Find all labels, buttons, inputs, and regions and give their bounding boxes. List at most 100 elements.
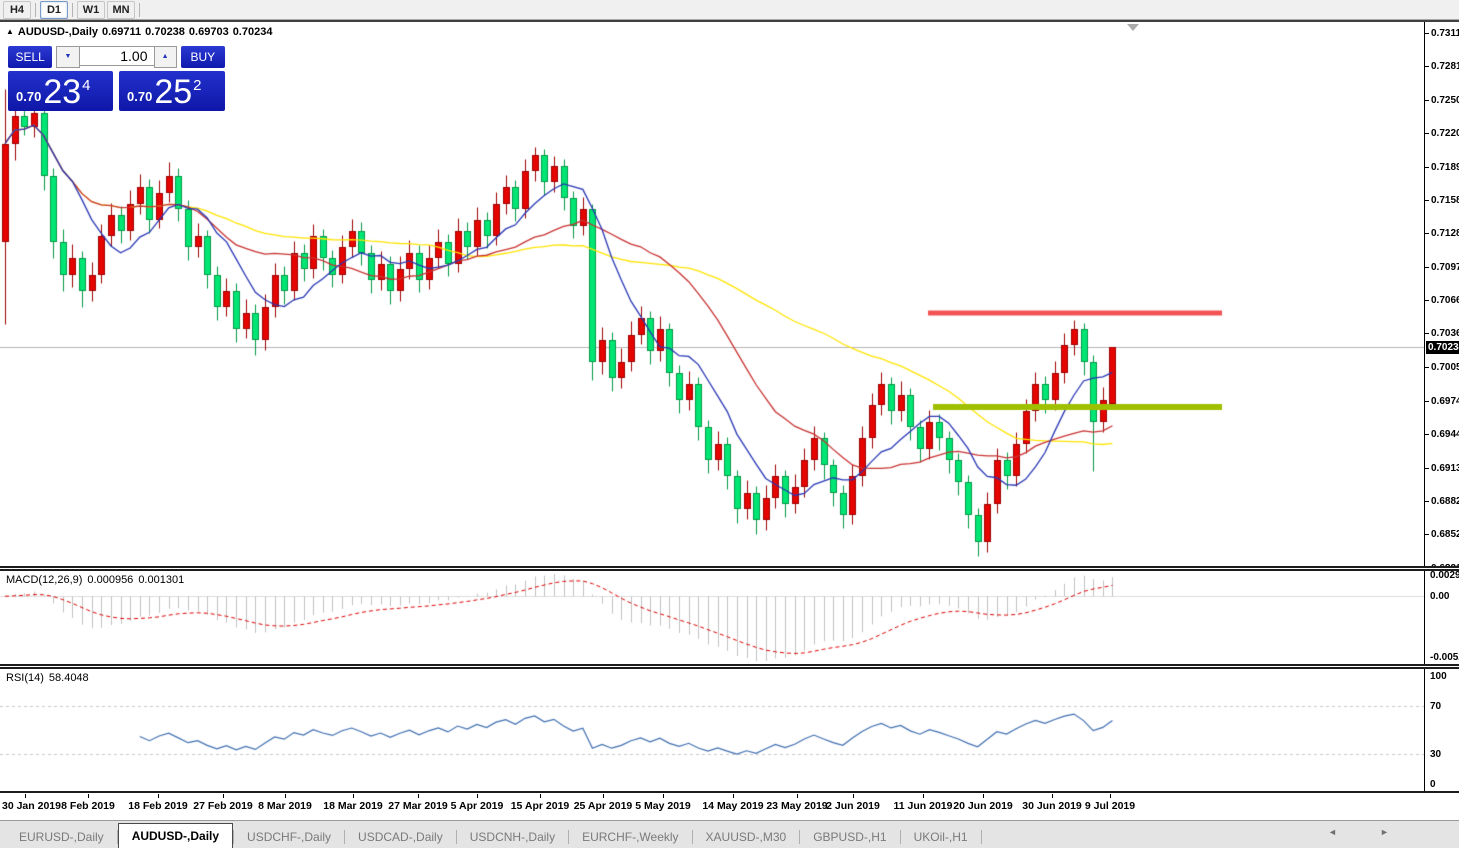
rsi-panel-canvas[interactable] — [0, 669, 1424, 791]
panel-splitter[interactable] — [0, 566, 1459, 571]
price-axis-tick — [1425, 333, 1429, 334]
sell-price-button[interactable]: 0.70 23 4 — [8, 71, 113, 111]
expand-triangle-icon[interactable]: ▲ — [6, 27, 14, 36]
chart-tab-eurchf-weekly[interactable]: EURCHF-,Weekly — [582, 830, 679, 844]
volume-increase-button[interactable]: ▲ — [153, 46, 177, 68]
sell-price-sup: 4 — [82, 77, 91, 94]
chart-tab-xauusd-m30[interactable]: XAUUSD-,M30 — [705, 830, 787, 844]
panel-splitter[interactable] — [0, 664, 1459, 669]
timeframe-button-mn[interactable]: MN — [107, 0, 135, 19]
price-axis-tick — [1425, 167, 1429, 168]
macd-axis-max: 0.002984 — [1430, 570, 1459, 581]
price-axis-tick — [1425, 267, 1429, 268]
toolbar-separator — [35, 2, 36, 17]
time-axis-date-label: 8 Mar 2019 — [258, 800, 312, 812]
rsi-axis-30: 30 — [1430, 748, 1442, 760]
timeframe-button-h4[interactable]: H4 — [3, 0, 31, 19]
ohlc-high: 0.70238 — [145, 26, 185, 38]
price-axis-tick-label: 0.71585 — [1431, 195, 1459, 206]
tab-separator — [344, 830, 346, 844]
tab-separator — [691, 830, 693, 844]
tab-separator — [980, 830, 982, 844]
price-axis-tick — [1425, 367, 1429, 368]
price-axis-tick-label: 0.73115 — [1431, 28, 1459, 39]
rsi-label: RSI(14) 58.4048 — [6, 672, 89, 684]
chart-shift-marker-icon[interactable] — [1127, 24, 1139, 31]
sell-button[interactable]: SELL — [8, 46, 53, 68]
time-axis-date-label: 8 Feb 2019 — [61, 800, 115, 812]
chart-tab-usdchf-daily[interactable]: USDCHF-,Daily — [247, 830, 332, 844]
ohlc-open: 0.69711 — [102, 26, 142, 38]
ohlc-close: 0.70234 — [232, 26, 273, 38]
price-axis-tick — [1425, 100, 1429, 101]
main-chart-canvas[interactable] — [0, 22, 1424, 568]
tab-separator — [799, 830, 801, 844]
tab-scroll-right-icon[interactable]: ► — [1380, 827, 1389, 837]
time-axis-date-label: 5 Apr 2019 — [450, 800, 504, 812]
price-axis-tick — [1425, 401, 1429, 402]
chart-tab-bar: EURUSD-,Daily AUDUSD-,Daily USDCHF-,Daily U… — [0, 820, 1459, 848]
time-axis-date-label: 15 Apr 2019 — [510, 800, 570, 812]
price-axis-tick — [1425, 534, 1429, 535]
price-axis-tick — [1425, 66, 1429, 67]
toolbar-separator — [72, 2, 73, 17]
time-axis-tick — [663, 794, 664, 798]
buy-price-button[interactable]: 0.70 25 2 — [119, 71, 225, 111]
buy-price-prefix: 0.70 — [127, 89, 153, 104]
time-axis-tick — [603, 794, 604, 798]
rsi-axis-70: 70 — [1430, 701, 1442, 713]
tab-scroll-left-icon[interactable]: ◄ — [1328, 827, 1337, 837]
price-axis-tick — [1425, 434, 1429, 435]
price-axis-tick — [1425, 501, 1429, 502]
time-axis-tick — [733, 794, 734, 798]
price-axis-tick-label: 0.70665 — [1431, 295, 1459, 306]
time-axis-tick — [983, 794, 984, 798]
time-axis-date-label: 2 Jun 2019 — [826, 800, 880, 812]
chart-tab-eurusd-daily[interactable]: EURUSD-,Daily — [19, 830, 104, 844]
chart-tab-usdcnh-daily[interactable]: USDCNH-,Daily — [469, 830, 556, 844]
time-axis-date-label: 18 Mar 2019 — [323, 800, 383, 812]
chart-tab-usdcad-daily[interactable]: USDCAD-,Daily — [358, 830, 443, 844]
macd-axis-zero: 0.00 — [1430, 590, 1450, 602]
time-axis-date-label: 9 Jul 2019 — [1084, 800, 1136, 812]
buy-button[interactable]: BUY — [180, 46, 225, 68]
time-axis[interactable]: 30 Jan 2019 8 Feb 2019 18 Feb 2019 27 Feb 2… — [0, 794, 1459, 820]
time-axis-tick — [923, 794, 924, 798]
time-axis-date-label: 20 Jun 2019 — [953, 800, 1013, 812]
macd-axis-min: -0.005256 — [1430, 652, 1459, 663]
macd-panel-canvas[interactable] — [0, 571, 1424, 664]
volume-input[interactable] — [79, 46, 154, 66]
time-axis-tick — [1052, 794, 1053, 798]
tab-separator — [568, 830, 570, 844]
sell-price-prefix: 0.70 — [16, 89, 42, 104]
volume-decrease-button[interactable]: ▼ — [56, 46, 80, 68]
timeframe-button-d1[interactable]: D1 — [40, 0, 68, 19]
price-axis-tick-label: 0.68825 — [1431, 496, 1459, 507]
time-axis-date-label: 14 May 2019 — [702, 800, 764, 812]
timeframe-button-w1[interactable]: W1 — [77, 0, 105, 19]
time-axis-date-label: 30 Jan 2019 — [2, 800, 61, 812]
time-axis-tick — [25, 794, 26, 798]
macd-label: MACD(12,26,9) 0.000956 0.001301 — [6, 574, 185, 586]
price-axis-tick — [1425, 468, 1429, 469]
chart-tab-gbpusd-h1[interactable]: GBPUSD-,H1 — [813, 830, 887, 844]
chart-symbol: AUDUSD-,Daily — [17, 26, 98, 38]
chart-tab-audusd-daily[interactable]: AUDUSD-,Daily — [117, 823, 234, 848]
chart-tab-ukoil-h1[interactable]: UKOil-,H1 — [913, 830, 968, 844]
time-axis-date-label: 11 Jun 2019 — [893, 800, 953, 812]
tab-separator — [233, 830, 235, 844]
price-axis-tick — [1425, 233, 1429, 234]
price-axis-tick-label: 0.72505 — [1431, 95, 1459, 106]
time-axis-tick — [797, 794, 798, 798]
timeframe-toolbar: H4 D1 W1 MN — [0, 0, 1459, 20]
chart-title: ▲ AUDUSD-,Daily 0.69711 0.70238 0.69703 0.702… — [6, 26, 276, 38]
ohlc-low: 0.69703 — [188, 26, 229, 38]
current-price-tag: 0.70234 — [1426, 341, 1459, 354]
sell-price-big: 23 — [43, 73, 82, 111]
